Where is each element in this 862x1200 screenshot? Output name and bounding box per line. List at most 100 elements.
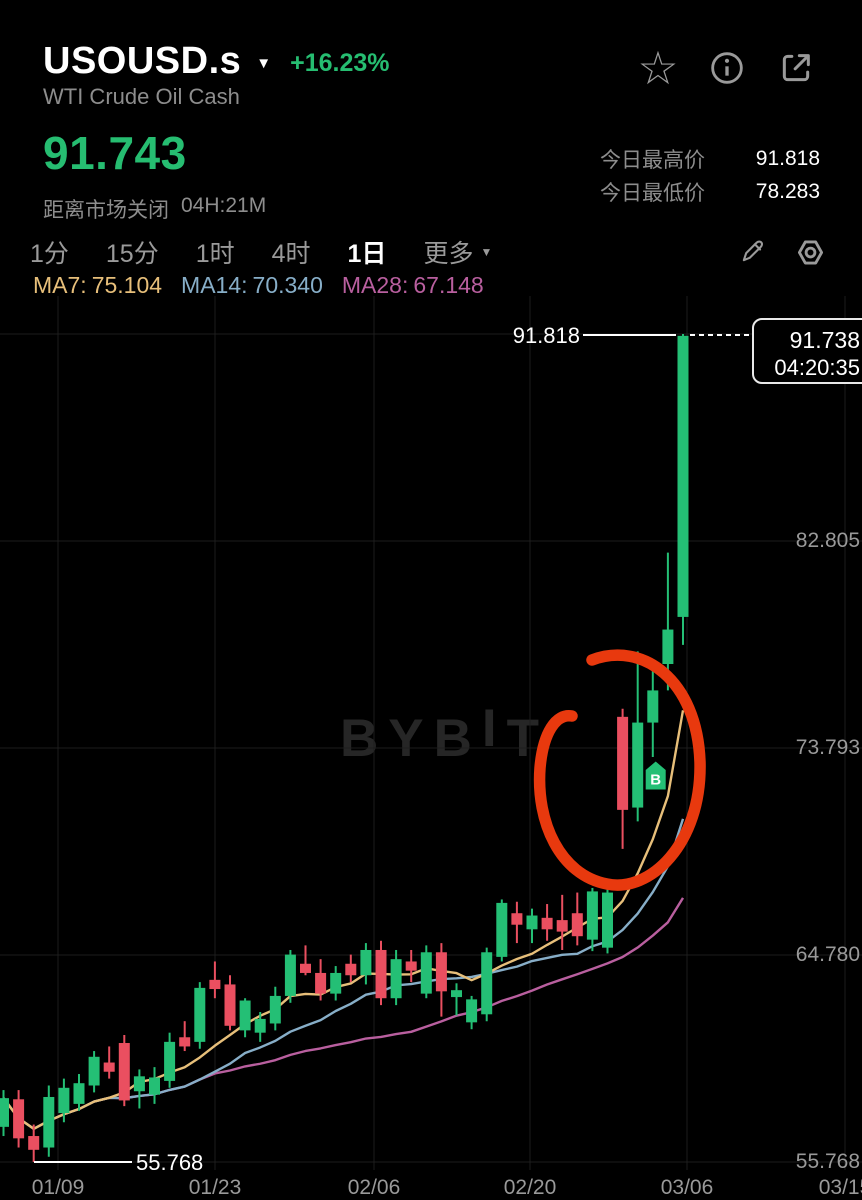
bybit-watermark: BYBIT	[340, 699, 550, 768]
ma7-line	[2, 710, 685, 1130]
candle	[541, 917, 553, 930]
x-axis-label: 02/06	[347, 1176, 401, 1199]
candle	[390, 959, 402, 999]
candle	[617, 716, 629, 810]
candle	[435, 952, 447, 992]
candle	[420, 952, 432, 994]
low-price-annotation: 55.768	[136, 1150, 204, 1175]
chart-settings-icon[interactable]	[794, 236, 826, 268]
day-low-label: 今日最低价	[600, 181, 705, 205]
ma14-legend: MA14: 70.340	[181, 272, 323, 298]
candle	[133, 1076, 145, 1092]
x-axis-label: 03/06	[660, 1176, 714, 1199]
ma14-line	[2, 818, 685, 1130]
candle	[164, 1041, 176, 1081]
timeframe-tabs: 1分 15分 1时 4时 1日	[30, 234, 386, 270]
last-price-tag: 91.738 04:20:35	[752, 318, 862, 384]
favorite-star-icon[interactable]: ☆	[637, 42, 679, 94]
candle	[556, 920, 568, 932]
symbol-selector[interactable]: USOUSD.s ▼ +16.23%	[43, 40, 390, 83]
tab-4hour[interactable]: 4时	[271, 240, 311, 268]
symbol-name[interactable]: USOUSD.s	[43, 40, 242, 82]
ma7-legend: MA7: 75.104	[33, 272, 163, 298]
tab-15min[interactable]: 15分	[105, 240, 159, 268]
last-price: 91.743	[43, 127, 187, 179]
market-close-time: 04H:21M	[181, 194, 267, 217]
candle	[149, 1077, 160, 1095]
candle	[73, 1083, 85, 1104]
y-axis-label: 82.805	[795, 529, 860, 552]
day-high-row: 今日最高价 91.818	[600, 142, 820, 175]
market-close-label: 距离市场关闭	[43, 199, 169, 222]
tab-1hour[interactable]: 1时	[195, 240, 235, 268]
chart-tools	[736, 236, 826, 268]
candle	[526, 915, 538, 930]
candle	[58, 1087, 70, 1114]
candle	[179, 1037, 191, 1047]
candle	[269, 995, 281, 1024]
draw-pencil-icon[interactable]	[736, 236, 768, 268]
tab-1min[interactable]: 1分	[30, 240, 69, 268]
candle	[28, 1136, 40, 1150]
candle	[345, 963, 357, 976]
tab-more[interactable]: 更多 ▼	[423, 234, 492, 270]
candle	[209, 979, 221, 990]
candle	[254, 1018, 266, 1033]
header-actions: ☆	[636, 44, 818, 92]
candle	[632, 722, 644, 808]
day-high-value: 91.818	[755, 146, 820, 170]
candle	[43, 1096, 55, 1148]
y-axis-label: 73.793	[795, 736, 860, 759]
ma-legend: MA7: 75.104 MA14: 70.340 MA28: 67.148	[33, 272, 489, 299]
buy-marker-letter: B	[650, 772, 661, 789]
x-axis-label: 01/09	[31, 1176, 85, 1199]
buy-marker	[645, 761, 666, 790]
instrument-subtitle: WTI Crude Oil Cash	[43, 84, 240, 109]
candle	[662, 629, 674, 665]
candle	[103, 1062, 115, 1072]
candle	[118, 1043, 130, 1101]
x-axis-label: 01/23	[188, 1176, 242, 1199]
chevron-down-icon: ▼	[480, 245, 493, 259]
hand-drawn-circle-annotation	[533, 649, 706, 891]
candle	[466, 999, 478, 1023]
candle	[602, 892, 613, 948]
candle	[405, 961, 417, 971]
y-axis-label: 55.768	[795, 1150, 860, 1174]
tag-price: 91.738	[789, 327, 860, 353]
candle	[511, 913, 523, 925]
candle	[571, 913, 583, 937]
candle	[300, 963, 311, 973]
day-low-row: 今日最低价 78.283	[600, 175, 820, 208]
candle	[194, 987, 206, 1042]
change-percent: +16.23%	[290, 49, 390, 77]
x-axis-label: 02/20	[503, 1176, 557, 1199]
candle	[360, 949, 372, 976]
share-icon[interactable]	[774, 44, 818, 92]
candle	[0, 1098, 9, 1127]
candle	[88, 1056, 100, 1086]
market-close-countdown: 距离市场关闭 04H:21M	[43, 194, 266, 224]
candle	[315, 972, 327, 994]
candle	[496, 902, 508, 957]
candle	[239, 1000, 251, 1031]
high-price-annotation: 91.818	[512, 323, 580, 348]
ma28-legend: MA28: 67.148	[341, 272, 484, 298]
day-high-label: 今日最高价	[600, 148, 705, 172]
candle	[451, 990, 462, 998]
tab-1day[interactable]: 1日	[347, 240, 387, 268]
candle	[647, 690, 659, 723]
candle	[13, 1099, 25, 1139]
candle	[284, 954, 296, 996]
candle	[481, 952, 493, 1015]
candle	[677, 335, 689, 617]
info-icon[interactable]	[705, 44, 749, 92]
candle	[375, 949, 387, 999]
candle	[224, 984, 236, 1026]
chevron-down-icon: ▼	[256, 55, 272, 72]
y-axis-label: 64.780	[795, 943, 860, 967]
more-label: 更多	[423, 240, 474, 268]
